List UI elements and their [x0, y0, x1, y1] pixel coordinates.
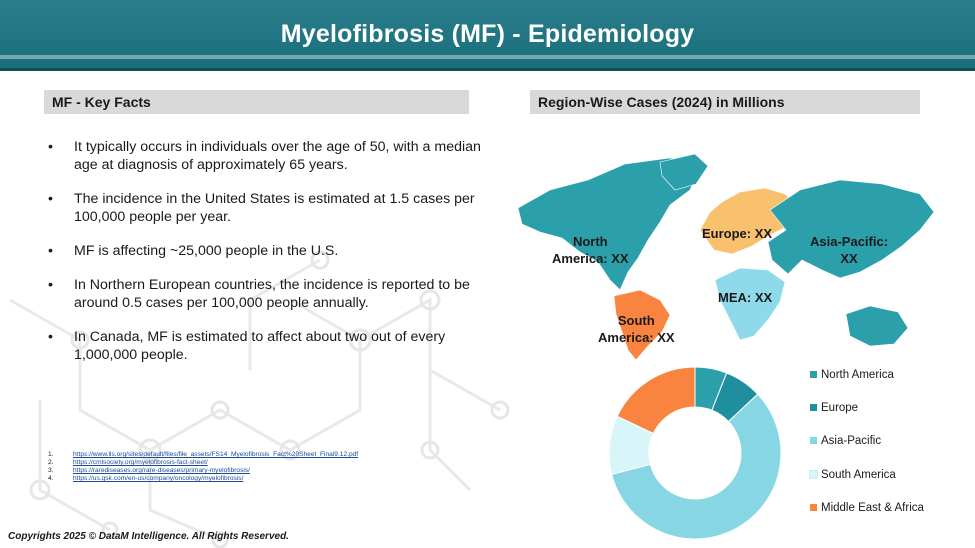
reference-number: 2.	[48, 459, 54, 466]
title-bar-stripe	[0, 55, 975, 59]
reference-item: 2. https://cmlsociety.org/myelofibrosis-f…	[48, 459, 428, 467]
donut-slice-middle-east-africa	[616, 366, 696, 435]
copyright-text: Copyrights 2025 © DataM Intelligence. Al…	[8, 531, 289, 542]
bullet: •	[48, 191, 53, 207]
fact-item: • MF is affecting ~25,000 people in the U…	[44, 242, 484, 260]
reference-item: 3. https://rarediseases.org/rare-diseases…	[48, 467, 428, 475]
fact-item: • In Northern European countries, the inc…	[44, 276, 484, 312]
fact-item: • The incidence in the United States is e…	[44, 190, 484, 226]
bullet: •	[48, 139, 53, 155]
reference-link[interactable]: https://rarediseases.org/rare-diseases/p…	[73, 467, 250, 474]
fact-item: • It typically occurs in individuals over…	[44, 138, 484, 174]
fact-text: The incidence in the United States is es…	[74, 191, 475, 225]
bullet: •	[48, 243, 53, 259]
map-label-south-america: South America: XX	[598, 313, 675, 345]
map-label-asia-pacific: Asia-Pacific: XX	[810, 234, 889, 266]
fact-item: • In Canada, MF is estimated to affect ab…	[44, 328, 484, 364]
reference-item: 4. https://us.gsk.com/en-us/company/oncol…	[48, 475, 428, 483]
map-north-america	[517, 157, 701, 291]
reference-link[interactable]: https://us.gsk.com/en-us/company/oncolog…	[73, 475, 244, 482]
reference-number: 3.	[48, 467, 54, 474]
fact-text: It typically occurs in individuals over …	[74, 139, 481, 173]
key-facts-list: • It typically occurs in individuals over…	[44, 138, 484, 380]
legend-label: South America	[821, 469, 896, 481]
legend-swatch	[810, 371, 817, 378]
legend-label: Asia-Pacific	[821, 435, 882, 447]
molecule-background	[9, 250, 510, 548]
legend-swatch	[810, 404, 817, 411]
map-label-mea: MEA: XX	[718, 290, 773, 305]
page-title: Myelofibrosis (MF) - Epidemiology	[280, 20, 695, 48]
fact-text: MF is affecting ~25,000 people in the U.…	[74, 243, 339, 259]
legend-label: Middle East & Africa	[821, 502, 924, 514]
map-south-america	[613, 289, 671, 360]
bullet: •	[48, 329, 53, 345]
map-label-europe: Europe: XX	[702, 226, 773, 241]
legend-swatch	[810, 437, 817, 444]
key-facts-header: MF - Key Facts	[44, 90, 469, 114]
title-bar: Myelofibrosis (MF) - Epidemiology	[0, 0, 975, 71]
bullet: •	[48, 277, 53, 293]
world-map	[517, 153, 935, 360]
legend-swatch	[809, 470, 818, 479]
references-list: 1. https://www.lls.org/sites/default/file…	[48, 451, 428, 483]
map-mea	[714, 267, 786, 341]
region-cases-header: Region-Wise Cases (2024) in Millions	[530, 90, 920, 114]
reference-link[interactable]: https://www.lls.org/sites/default/files/…	[73, 451, 359, 458]
fact-text: In Northern European countries, the inci…	[74, 277, 470, 311]
donut-chart	[608, 366, 782, 540]
reference-link[interactable]: https://cmlsociety.org/myelofibrosis-fac…	[73, 459, 208, 466]
map-australia	[845, 305, 909, 347]
reference-item: 1. https://www.lls.org/sites/default/file…	[48, 451, 428, 459]
map-greenland	[659, 153, 709, 191]
reference-number: 4.	[48, 475, 54, 482]
legend-label: Europe	[821, 402, 859, 414]
reference-number: 1.	[48, 451, 54, 458]
donut-slice-asia-pacific	[611, 393, 782, 540]
legend-label: North America	[821, 369, 894, 381]
map-asia-pacific	[767, 179, 935, 279]
map-label-north-america: North America: XX	[552, 234, 629, 266]
legend-swatch	[810, 504, 817, 511]
fact-text: In Canada, MF is estimated to affect abo…	[74, 329, 446, 363]
